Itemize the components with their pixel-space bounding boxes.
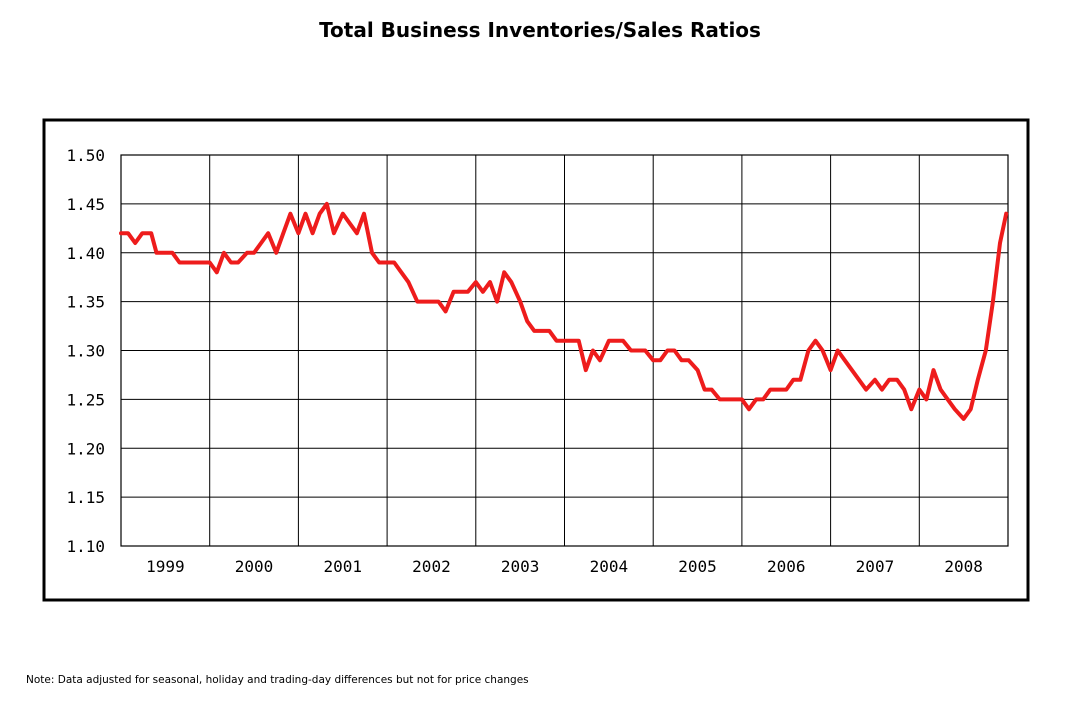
y-tick-label: 1.45 — [66, 195, 105, 214]
x-axis: 1999 2000 2001 2002 2003 2004 2005 2006 2007 2008 — [146, 557, 983, 576]
x-tick-label: 2006 — [767, 557, 806, 576]
y-tick-label: 1.40 — [66, 244, 105, 263]
y-tick-label: 1.50 — [66, 146, 105, 165]
x-tick-label: 2000 — [235, 557, 274, 576]
y-tick-label: 1.35 — [66, 293, 105, 312]
x-tick-label: 2005 — [678, 557, 717, 576]
chart-frame — [42, 118, 1030, 602]
x-tick-label: 2003 — [501, 557, 540, 576]
y-tick-label: 1.10 — [66, 537, 105, 556]
y-tick-label: 1.20 — [66, 439, 105, 458]
x-tick-label: 2004 — [590, 557, 629, 576]
y-tick-label: 1.25 — [66, 390, 105, 409]
x-tick-label: 2002 — [412, 557, 451, 576]
y-tick-label: 1.15 — [66, 488, 105, 507]
x-tick-label: 2007 — [856, 557, 895, 576]
x-tick-label: 2001 — [323, 557, 362, 576]
grid — [120, 154, 1009, 547]
chart-title: Total Business Inventories/Sales Ratios — [319, 18, 761, 42]
footnote: Note: Data adjusted for seasonal, holida… — [26, 674, 529, 686]
series-line — [119, 201, 1009, 421]
y-tick-label: 1.30 — [66, 342, 105, 361]
x-tick-label: 1999 — [146, 557, 185, 576]
series-lines — [119, 201, 1009, 421]
y-axis: 1.50 1.45 1.40 1.35 1.30 1.25 1.20 1.15 1.10 — [66, 146, 105, 556]
x-tick-label: 2008 — [944, 557, 983, 576]
